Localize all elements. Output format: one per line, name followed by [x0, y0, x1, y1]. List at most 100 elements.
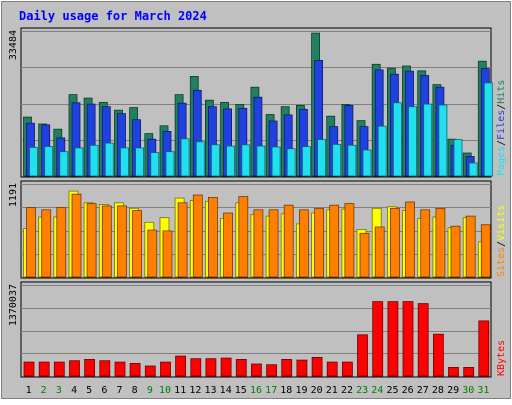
legend-kbytes: KBytes — [496, 340, 507, 376]
bar-sites-day-27 — [420, 209, 431, 278]
bar-kbytes-day-3 — [53, 361, 65, 377]
bar-pages-day-17 — [271, 146, 281, 177]
x-tick-label-10: 10 — [159, 385, 171, 396]
bar-sites-day-5 — [86, 203, 97, 278]
bar-pages-day-9 — [150, 152, 160, 177]
x-tick-label-8: 8 — [132, 385, 138, 396]
legend-entry-pages: Pages — [496, 146, 507, 176]
bar-kbytes-day-18 — [281, 358, 293, 377]
bar-kbytes-day-4 — [69, 360, 80, 377]
x-tick-label-3: 3 — [56, 385, 62, 396]
bar-kbytes-day-23 — [357, 334, 368, 377]
bar-pages-day-2 — [44, 146, 54, 177]
bar-sites-day-29 — [450, 225, 461, 278]
bar-pages-day-5 — [89, 144, 99, 177]
bar-kbytes-day-29 — [448, 366, 459, 377]
bar-sites-day-18 — [283, 204, 294, 278]
x-tick-label-29: 29 — [447, 385, 459, 396]
x-tick-label-22: 22 — [341, 385, 353, 396]
bar-kbytes-day-9 — [144, 365, 156, 377]
legend-separator: / — [496, 241, 507, 247]
x-tick-label-15: 15 — [235, 385, 247, 396]
legend-entry-kbytes: KBytes — [496, 340, 507, 376]
bar-pages-day-30 — [468, 162, 478, 177]
legend-entry-visits: Visits — [496, 205, 507, 241]
x-tick-label-5: 5 — [86, 385, 92, 396]
bar-kbytes-day-2 — [38, 361, 50, 377]
bar-pages-day-19 — [301, 146, 311, 177]
x-tick-label-26: 26 — [402, 385, 414, 396]
y-max-label: 1370037 — [8, 284, 19, 326]
x-tick-label-14: 14 — [220, 385, 232, 396]
bar-kbytes-day-21 — [326, 361, 338, 377]
bar-kbytes-day-25 — [387, 301, 399, 377]
bar-pages-day-31 — [483, 82, 493, 177]
bar-sites-day-13 — [207, 196, 218, 278]
bar-sites-day-22 — [344, 203, 355, 278]
bar-pages-day-14 — [226, 145, 236, 177]
x-tick-label-16: 16 — [250, 385, 262, 396]
x-tick-label-2: 2 — [41, 385, 47, 396]
bar-sites-day-4 — [71, 193, 82, 278]
bar-sites-day-16 — [253, 209, 264, 278]
bar-kbytes-day-20 — [311, 356, 323, 377]
bar-sites-day-23 — [359, 232, 370, 278]
legend-hits_files_pages: Pages/Files/Hits — [496, 80, 507, 176]
x-tick-label-13: 13 — [204, 385, 216, 396]
x-axis-labels: 1 2 3 4 5 6 7 8 9 10 11 12 13 14 15 16 17 18 19 20 21 22 23 24 2… — [26, 385, 490, 396]
bar-kbytes-day-26 — [402, 301, 414, 377]
bar-sites-day-2 — [41, 209, 52, 278]
x-tick-label-28: 28 — [432, 385, 444, 396]
bar-pages-day-28 — [438, 104, 448, 177]
bar-sites-day-26 — [405, 201, 415, 278]
x-tick-label-4: 4 — [71, 385, 77, 396]
bar-pages-day-22 — [347, 144, 357, 177]
bar-kbytes-day-28 — [432, 333, 444, 377]
panel-kbytes: 1370037 KBytes — [8, 281, 507, 378]
bar-pages-day-29 — [453, 139, 463, 177]
bar-pages-day-11 — [180, 138, 190, 177]
x-tick-label-1: 1 — [26, 385, 32, 396]
bar-pages-day-10 — [165, 151, 175, 177]
chart-title: Daily usage for March 2024 — [19, 9, 207, 23]
bar-pages-day-27 — [423, 103, 433, 177]
bar-kbytes-day-10 — [160, 361, 171, 377]
bar-kbytes-day-1 — [23, 361, 35, 377]
bar-kbytes-day-15 — [235, 358, 247, 377]
bar-sites-day-25 — [389, 207, 400, 278]
x-tick-label-7: 7 — [116, 385, 122, 396]
x-tick-label-30: 30 — [462, 385, 474, 396]
bar-sites-day-15 — [238, 196, 249, 278]
x-tick-label-9: 9 — [147, 385, 153, 396]
bar-sites-day-19 — [298, 209, 309, 278]
bar-kbytes-day-19 — [296, 359, 308, 377]
bar-sites-day-10 — [162, 230, 173, 278]
bar-kbytes-day-8 — [129, 362, 141, 377]
x-tick-label-19: 19 — [295, 385, 307, 396]
legend-separator: / — [496, 104, 507, 110]
bar-sites-day-21 — [329, 204, 340, 278]
legend-entry-sites: Sites — [496, 247, 507, 277]
x-tick-label-27: 27 — [417, 385, 429, 396]
x-tick-label-17: 17 — [265, 385, 277, 396]
x-tick-label-21: 21 — [326, 385, 338, 396]
x-tick-label-20: 20 — [311, 385, 323, 396]
bar-pages-day-8 — [135, 147, 145, 177]
bar-kbytes-day-22 — [341, 361, 353, 377]
bar-kbytes-day-5 — [84, 358, 95, 377]
x-tick-label-18: 18 — [280, 385, 292, 396]
x-tick-label-11: 11 — [174, 385, 186, 396]
bar-pages-day-12 — [195, 141, 205, 177]
bar-kbytes-day-13 — [205, 358, 217, 377]
bar-pages-day-23 — [362, 149, 372, 177]
bar-pages-day-15 — [241, 144, 251, 177]
bar-sites-day-14 — [223, 212, 234, 278]
bar-sites-day-1 — [26, 207, 36, 278]
bar-sites-day-20 — [314, 207, 325, 278]
bar-kbytes-day-17 — [266, 364, 278, 377]
bar-sites-day-24 — [374, 226, 385, 278]
bar-sites-day-28 — [435, 207, 446, 278]
frame-border-dark — [1, 1, 511, 399]
